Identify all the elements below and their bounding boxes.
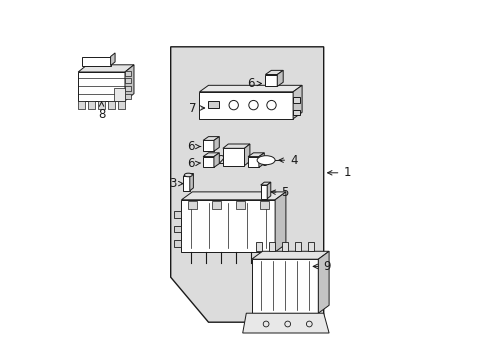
Bar: [292, 110, 299, 115]
Polygon shape: [110, 53, 115, 66]
Bar: [125, 94, 131, 99]
Bar: [181, 200, 275, 252]
Text: 6: 6: [247, 77, 261, 90]
Bar: [292, 97, 299, 103]
Bar: [256, 242, 261, 251]
Polygon shape: [251, 251, 328, 259]
Ellipse shape: [184, 173, 192, 177]
Bar: [265, 75, 277, 86]
Bar: [251, 259, 318, 313]
Text: 9: 9: [312, 260, 330, 273]
Bar: [174, 211, 181, 218]
Bar: [78, 72, 125, 101]
Polygon shape: [258, 153, 264, 167]
Polygon shape: [78, 65, 134, 72]
Bar: [268, 242, 274, 251]
Bar: [211, 201, 220, 209]
Bar: [199, 92, 292, 119]
Bar: [236, 201, 244, 209]
Text: 5: 5: [270, 186, 288, 199]
Polygon shape: [199, 85, 302, 92]
Bar: [108, 101, 115, 109]
Polygon shape: [242, 313, 328, 333]
Bar: [98, 101, 105, 109]
Polygon shape: [244, 144, 249, 166]
Bar: [81, 57, 110, 66]
Polygon shape: [203, 137, 219, 140]
Polygon shape: [203, 153, 219, 157]
Bar: [118, 101, 125, 109]
Polygon shape: [275, 192, 285, 252]
Bar: [78, 101, 85, 109]
Bar: [260, 185, 266, 199]
Polygon shape: [183, 174, 193, 176]
Text: 6: 6: [187, 157, 200, 170]
Bar: [114, 88, 125, 101]
Bar: [203, 140, 213, 151]
Text: 3: 3: [168, 177, 183, 190]
Bar: [88, 101, 95, 109]
Text: 6: 6: [252, 156, 267, 169]
Polygon shape: [213, 137, 219, 151]
Bar: [187, 201, 196, 209]
Bar: [174, 240, 181, 247]
Text: 4: 4: [278, 154, 297, 167]
Bar: [247, 157, 258, 167]
Bar: [260, 201, 268, 209]
Bar: [208, 101, 219, 108]
Bar: [203, 157, 213, 167]
Polygon shape: [213, 153, 219, 167]
Bar: [282, 242, 287, 251]
Polygon shape: [125, 65, 134, 101]
Text: 1: 1: [327, 166, 350, 179]
Polygon shape: [247, 153, 264, 157]
Polygon shape: [170, 47, 323, 322]
Bar: [307, 242, 313, 251]
Bar: [125, 78, 131, 84]
Polygon shape: [265, 70, 283, 75]
Polygon shape: [260, 182, 270, 185]
Text: 7: 7: [188, 102, 204, 114]
Bar: [125, 86, 131, 91]
Bar: [174, 226, 181, 232]
Polygon shape: [277, 70, 283, 86]
Polygon shape: [181, 192, 285, 200]
Ellipse shape: [257, 156, 275, 165]
Polygon shape: [318, 251, 328, 313]
Polygon shape: [223, 144, 249, 148]
Bar: [125, 71, 131, 76]
Bar: [295, 242, 300, 251]
Polygon shape: [266, 182, 270, 199]
Text: 2: 2: [217, 154, 228, 167]
Polygon shape: [189, 174, 193, 191]
Text: 8: 8: [98, 102, 105, 121]
Bar: [183, 176, 189, 191]
Bar: [223, 148, 244, 166]
Text: 6: 6: [187, 140, 200, 153]
Polygon shape: [292, 85, 302, 119]
